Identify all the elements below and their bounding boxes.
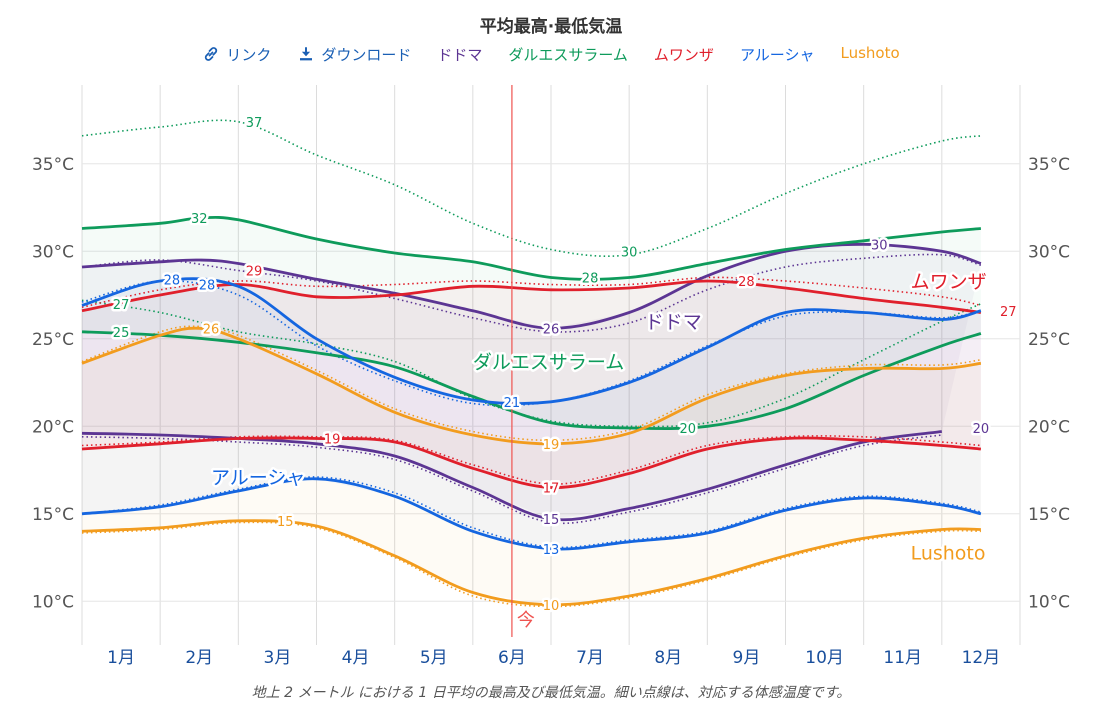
feels-like-high-line bbox=[81, 253, 982, 333]
data-label: 19 bbox=[543, 438, 560, 453]
series-low-line bbox=[81, 330, 982, 430]
data-label: 37 bbox=[246, 116, 263, 131]
data-label: 26 bbox=[543, 322, 560, 337]
x-tick-label: 5月 bbox=[420, 648, 448, 668]
link-icon bbox=[205, 47, 218, 61]
data-label: 20 bbox=[680, 422, 697, 437]
legend-item-mwanza[interactable]: ムワンザ bbox=[653, 46, 714, 64]
series-low-line bbox=[81, 436, 982, 489]
series-high-line bbox=[81, 326, 982, 446]
feels-like-high-line bbox=[81, 119, 981, 257]
data-label: 17 bbox=[543, 482, 560, 497]
data-label: 27 bbox=[1000, 305, 1017, 320]
series-name-label: アルーシャ bbox=[211, 467, 305, 489]
series-band bbox=[82, 281, 981, 488]
series-low-line bbox=[81, 477, 982, 551]
data-label: 28 bbox=[582, 272, 599, 287]
feels-like-low-line bbox=[81, 476, 982, 549]
series-name-label: Lushoto bbox=[911, 542, 986, 564]
series-band bbox=[82, 328, 981, 605]
series-high-line bbox=[81, 215, 982, 281]
data-label: 26 bbox=[203, 322, 220, 337]
x-tick-label: 3月 bbox=[264, 648, 292, 668]
series-name-label: ダルエスサラーム bbox=[473, 352, 624, 374]
link-button[interactable]: リンク bbox=[202, 44, 271, 65]
x-tick-label: 10月 bbox=[805, 648, 844, 668]
data-label: 28 bbox=[738, 275, 755, 290]
x-tick-label: 7月 bbox=[576, 648, 604, 668]
link-label: リンク bbox=[226, 46, 272, 64]
legend-item-lushoto[interactable]: Lushoto bbox=[840, 44, 900, 62]
data-label: 30 bbox=[871, 238, 888, 253]
x-tick-label: 6月 bbox=[498, 648, 526, 668]
x-tick-label: 4月 bbox=[342, 648, 370, 668]
feels-like-low-line bbox=[81, 435, 981, 485]
data-label: 15 bbox=[277, 515, 294, 530]
y-tick-label-left: 25°C bbox=[32, 330, 74, 350]
y-tick-label-right: 25°C bbox=[1028, 330, 1070, 350]
series-high-line bbox=[81, 242, 982, 330]
feels-like-high-line bbox=[81, 280, 982, 407]
data-label: 28 bbox=[199, 279, 216, 294]
data-label: 13 bbox=[543, 543, 560, 558]
legend-item-dar-es-salaam[interactable]: ダルエスサラーム bbox=[508, 46, 628, 64]
data-label: 27 bbox=[113, 298, 130, 313]
series-band bbox=[82, 218, 981, 428]
x-tick-label: 12月 bbox=[962, 648, 1001, 668]
data-label: 10 bbox=[543, 599, 560, 614]
data-label: 29 bbox=[246, 265, 263, 280]
data-label: 15 bbox=[543, 513, 560, 528]
series-high-line bbox=[81, 277, 982, 405]
x-tick-label: 2月 bbox=[185, 648, 213, 668]
data-label: 17 bbox=[269, 471, 286, 486]
y-tick-label-right: 10°C bbox=[1028, 592, 1070, 612]
y-tick-label-right: 30°C bbox=[1028, 242, 1070, 262]
data-label: 20 bbox=[973, 422, 990, 437]
data-label: 30 bbox=[621, 245, 638, 260]
x-tick-label: 11月 bbox=[883, 648, 922, 668]
data-label: 28 bbox=[164, 273, 181, 288]
y-tick-label-left: 20°C bbox=[32, 417, 74, 437]
legend-item-arusha[interactable]: アルーシャ bbox=[739, 46, 815, 64]
y-tick-label-left: 35°C bbox=[32, 155, 74, 175]
series-high-line bbox=[81, 279, 982, 314]
y-tick-label-left: 15°C bbox=[32, 505, 74, 525]
data-label: 25 bbox=[113, 326, 130, 341]
y-tick-label-right: 15°C bbox=[1028, 505, 1070, 525]
y-tick-label-left: 10°C bbox=[32, 592, 74, 612]
data-label: 32 bbox=[191, 212, 208, 227]
feels-like-low-line bbox=[81, 299, 982, 428]
download-button[interactable]: ダウンロード bbox=[297, 44, 411, 65]
y-tick-label-right: 20°C bbox=[1028, 417, 1070, 437]
feels-like-high-line bbox=[81, 276, 982, 309]
download-label: ダウンロード bbox=[321, 46, 412, 64]
series-band bbox=[82, 281, 981, 549]
series-low-line bbox=[81, 519, 981, 607]
series-name-label: ドドマ bbox=[645, 311, 702, 333]
legend-item-dodoma[interactable]: ドドマ bbox=[437, 46, 483, 64]
feels-like-low-line bbox=[81, 434, 942, 525]
x-tick-label: 1月 bbox=[107, 648, 135, 668]
data-label: 21 bbox=[504, 396, 521, 411]
x-tick-label: 9月 bbox=[733, 648, 761, 668]
y-tick-label-left: 30°C bbox=[32, 242, 74, 262]
now-marker-label: 今 bbox=[517, 610, 535, 631]
chart-caption: 地上 2 メートル における 1 日平均の最高及び最低気温。細い点線は、対応する… bbox=[251, 685, 851, 701]
chart-legend: リンク ダウンロード ドドマ ダルエスサラーム ムワンザ アルーシャ Lusho… bbox=[0, 44, 1102, 65]
y-tick-label-right: 35°C bbox=[1028, 155, 1070, 175]
chart-title: 平均最高·最低気温 bbox=[479, 17, 623, 37]
feels-like-low-line bbox=[81, 521, 981, 608]
series-name-label: ムワンザ bbox=[911, 271, 987, 293]
data-label: 19 bbox=[324, 433, 341, 448]
download-icon bbox=[300, 47, 313, 61]
x-tick-label: 8月 bbox=[654, 648, 682, 668]
series-band bbox=[82, 244, 981, 520]
feels-like-high-line bbox=[81, 325, 982, 442]
series-low-line bbox=[81, 430, 942, 522]
